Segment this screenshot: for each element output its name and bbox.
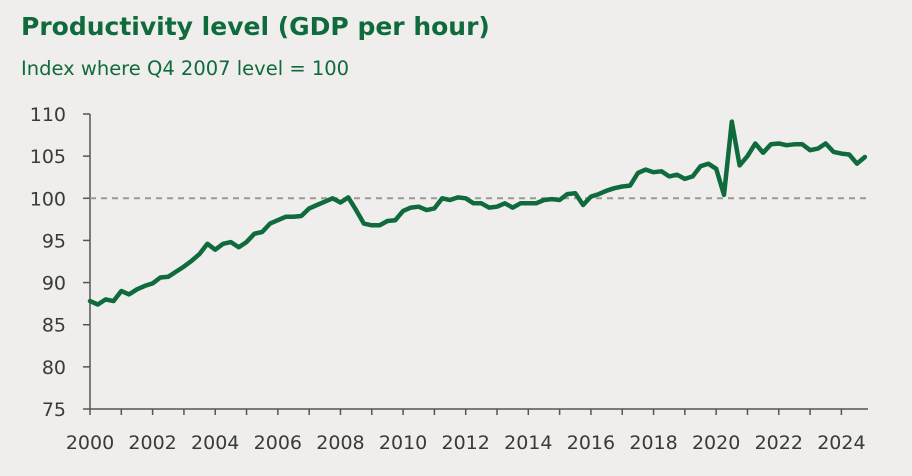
x-tick-label: 2024: [817, 432, 865, 454]
y-axis: 75 80 85 90 95 100 105 110: [30, 104, 91, 421]
x-tick-label: 2008: [316, 432, 364, 454]
x-tick-label: 2004: [191, 432, 239, 454]
y-tick-label: 80: [42, 357, 66, 379]
series-group: [87, 119, 868, 307]
x-tick-label: 2010: [379, 432, 427, 454]
x-tick-label: 2006: [254, 432, 302, 454]
chart-title: Productivity level (GDP per hour): [21, 12, 490, 41]
y-tick-label: 85: [42, 315, 66, 337]
x-tick-label: 2018: [629, 432, 677, 454]
x-tick-label: 2014: [504, 432, 552, 454]
x-tick-label: 2002: [128, 432, 176, 454]
y-tick-label: 100: [30, 188, 66, 210]
x-tick-label: 2022: [755, 432, 803, 454]
series-line: [87, 119, 868, 307]
x-tick-label: 2016: [567, 432, 615, 454]
x-tick-label: 2000: [66, 432, 114, 454]
y-tick-label: 90: [42, 273, 66, 295]
y-tick-label: 75: [42, 399, 66, 421]
x-tick-label: 2020: [692, 432, 740, 454]
y-tick-label: 105: [30, 146, 66, 168]
y-tick-label: 110: [30, 104, 66, 126]
y-tick-label: 95: [42, 230, 66, 252]
chart-subtitle: Index where Q4 2007 level = 100: [21, 57, 350, 80]
x-tick-label: 2012: [442, 432, 490, 454]
x-axis: 2000 2002 2004 2006 2008 2010 2012 2014 2016 2018…: [66, 408, 868, 454]
